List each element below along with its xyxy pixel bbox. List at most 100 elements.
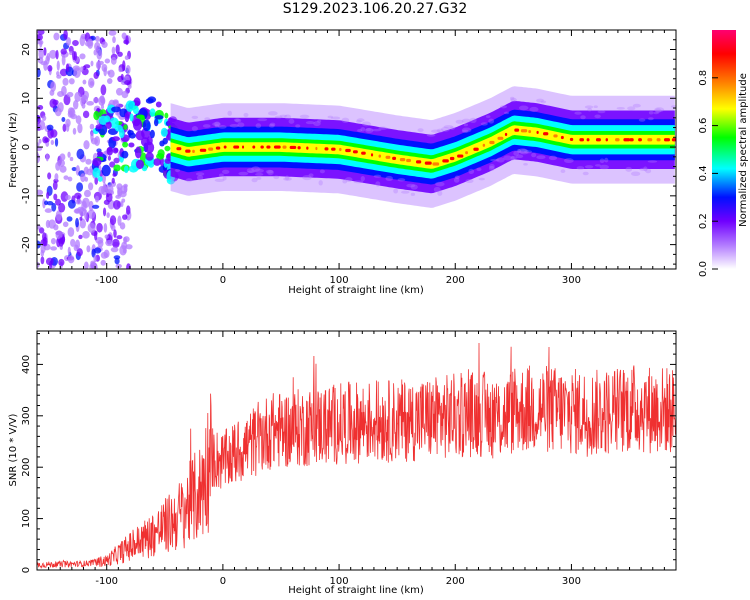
halo-dot (594, 114, 601, 119)
turbulence-blob (106, 146, 114, 156)
noise-blob (62, 221, 69, 228)
halo-dot (308, 173, 314, 178)
noise-blob (84, 176, 89, 182)
noise-blob (69, 156, 74, 162)
turbulence-blob (113, 164, 121, 172)
noise-blob (82, 231, 90, 239)
noise-blob (122, 248, 127, 254)
ridge-peak (215, 146, 221, 150)
noise-blob (46, 201, 54, 206)
halo-dot (485, 115, 491, 118)
halo-dot (218, 125, 227, 129)
halo-dot (256, 176, 262, 180)
halo-dot (653, 111, 659, 115)
x-tick-label: 100 (330, 576, 349, 587)
ridge-peak (605, 138, 609, 142)
snr-panel: -100 0 100 200 300 0 100 200 300 400 Height of st… (8, 330, 677, 596)
x-tick-label: -100 (95, 576, 118, 587)
noise-blob (80, 97, 84, 107)
noise-blob (115, 87, 123, 96)
turbulence-blob (95, 124, 103, 130)
ridge-peak (449, 156, 455, 161)
halo-dot (465, 179, 474, 184)
ridge-peak (176, 147, 182, 151)
noise-blob (75, 115, 82, 124)
halo-dot (375, 181, 381, 187)
halo-dot (267, 169, 274, 176)
halo-dot (247, 170, 256, 174)
halo-dot (285, 175, 290, 181)
noise-blob (59, 165, 67, 173)
halo-dot (365, 127, 374, 134)
noise-blob (89, 123, 95, 130)
halo-dot (536, 155, 546, 160)
snr-series (37, 342, 676, 570)
turbulence-blob (136, 114, 145, 119)
halo-dot (647, 160, 658, 163)
noise-blob (37, 224, 41, 230)
halo-dot (496, 157, 505, 163)
halo-dot (174, 168, 181, 172)
noise-blob (123, 236, 128, 245)
noise-blob (96, 222, 103, 233)
noise-blob (47, 128, 54, 139)
halo-dot (243, 112, 249, 118)
noise-blob (83, 140, 90, 150)
x-tick-label: 0 (220, 576, 226, 587)
noise-blob (104, 234, 109, 239)
noise-blob (40, 249, 45, 257)
ridge-peak (595, 138, 601, 142)
turbulence-blob (164, 158, 172, 164)
ridge-peak (465, 151, 469, 155)
ridge-peak (638, 138, 642, 142)
halo-dot (393, 188, 399, 194)
noise-blob (37, 68, 41, 78)
noise-blob (94, 41, 101, 51)
halo-dot (517, 148, 528, 154)
ridge-peak (185, 149, 191, 153)
noise-blob (116, 235, 123, 240)
halo-dot (488, 165, 495, 171)
halo-dot (327, 115, 334, 119)
turbulence-blob (129, 113, 134, 122)
ridge-peak (497, 136, 504, 140)
turbulence-blob (111, 106, 121, 113)
halo-dot (229, 123, 239, 128)
spectrogram-frame (36, 29, 677, 270)
noise-blob (66, 37, 72, 46)
halo-dot (639, 167, 648, 171)
noise-blob (38, 227, 45, 234)
ridge-peak (442, 159, 449, 163)
noise-blob (60, 48, 67, 55)
halo-dot (341, 117, 350, 123)
y-tick-label: 10 (21, 92, 32, 105)
noise-blob (89, 81, 95, 86)
halo-dot (443, 125, 454, 129)
noise-blob (96, 48, 103, 60)
noise-blob (56, 60, 60, 71)
noise-blob (75, 199, 83, 205)
noise-blob (117, 215, 122, 226)
halo-dot (599, 164, 609, 170)
noise-blob (94, 35, 100, 43)
ridge-peak (223, 145, 227, 149)
noise-blob (76, 148, 85, 160)
y-tick-label: 0 (21, 567, 32, 573)
ridge-peak (233, 145, 240, 149)
ridge-peak (473, 147, 479, 151)
ridge-peak (392, 156, 397, 161)
ridge-peak (352, 150, 358, 154)
halo-dot (204, 117, 211, 121)
halo-dot (318, 180, 323, 186)
noise-blob (61, 85, 67, 96)
noise-blob (118, 67, 123, 73)
ridge-peak (656, 138, 661, 142)
halo-dot (584, 165, 594, 169)
ridge-peak (208, 147, 214, 151)
noise-blob (74, 208, 80, 214)
noise-blob (62, 77, 69, 86)
ridge-peak (586, 138, 590, 142)
noise-blob (63, 30, 68, 40)
halo-dot (360, 176, 365, 182)
colorbar-tick-label: 0.4 (698, 165, 709, 181)
